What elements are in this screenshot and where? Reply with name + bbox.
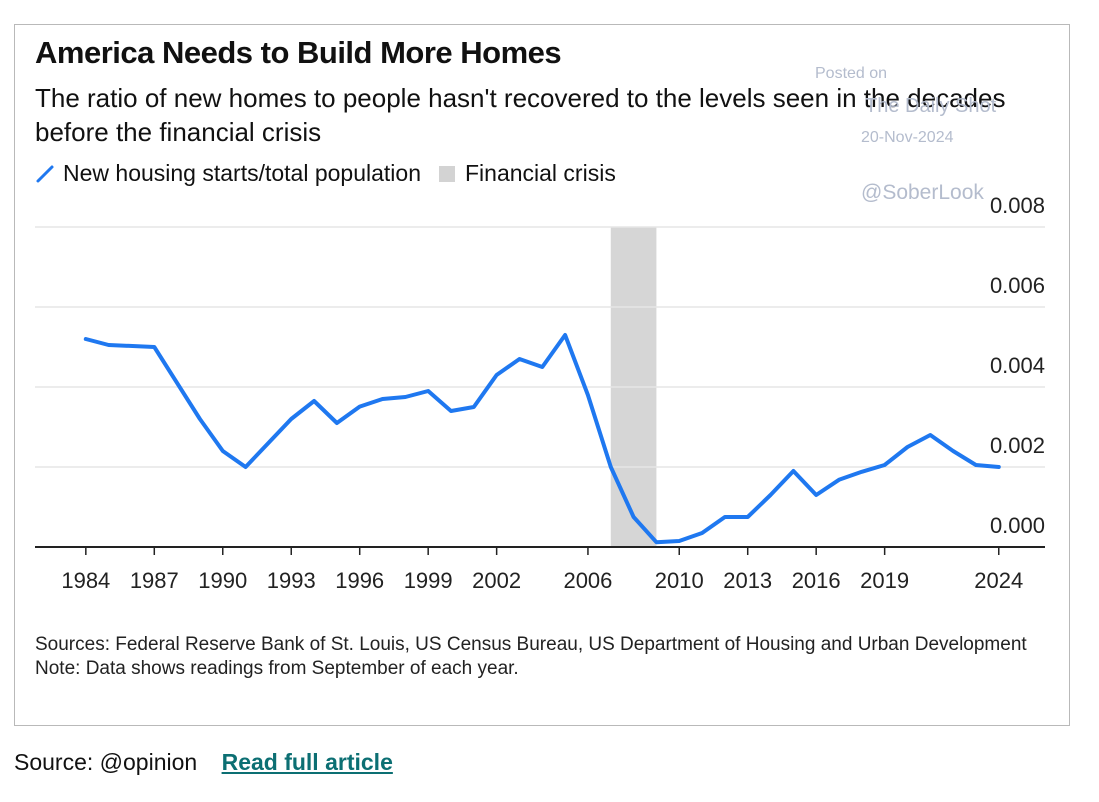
x-tick-label: 1999 xyxy=(404,568,453,593)
series-point xyxy=(791,469,795,473)
x-tick-label: 1984 xyxy=(61,568,110,593)
series-point xyxy=(723,515,727,519)
x-tick-label: 1996 xyxy=(335,568,384,593)
x-tick-label: 2010 xyxy=(655,568,704,593)
series-point xyxy=(289,417,293,421)
x-tick-label: 2016 xyxy=(792,568,841,593)
y-tick-label: 0.002 xyxy=(990,433,1045,458)
series-point xyxy=(449,409,453,413)
series-point xyxy=(517,357,521,361)
line-chart: 0.008 0.006 0.004 0.002 0.000 1984 1987 1990 199… xyxy=(35,193,1045,593)
legend-shade-icon xyxy=(439,165,455,182)
series-point xyxy=(951,449,955,453)
series-point xyxy=(381,397,385,401)
legend-item-crisis: Financial crisis xyxy=(439,160,616,187)
x-tick-label: 1993 xyxy=(267,568,316,593)
x-tick-label: 2024 xyxy=(974,568,1023,593)
series-point xyxy=(997,465,1001,469)
series-point xyxy=(883,463,887,467)
chart-sources: Sources: Federal Reserve Bank of St. Lou… xyxy=(35,633,1055,681)
series-point xyxy=(495,373,499,377)
legend-item-series: New housing starts/total population xyxy=(35,160,421,187)
series-point xyxy=(403,395,407,399)
y-tick-label: 0.006 xyxy=(990,273,1045,298)
series-point xyxy=(107,343,111,347)
y-tick-label: 0.008 xyxy=(990,193,1045,218)
legend-shade-label: Financial crisis xyxy=(465,160,616,186)
series-point xyxy=(221,449,225,453)
chart-card: America Needs to Build More Homes The ra… xyxy=(14,24,1070,726)
chart-subtitle: The ratio of new homes to people hasn't … xyxy=(35,83,1006,147)
series-point xyxy=(586,393,590,397)
x-tick-label: 2002 xyxy=(472,568,521,593)
read-full-article-link[interactable]: Read full article xyxy=(221,749,393,775)
series-point xyxy=(654,540,658,544)
series-point xyxy=(769,493,773,497)
legend-line-icon xyxy=(36,165,54,182)
series-point xyxy=(974,463,978,467)
footer-source: Source: @opinion xyxy=(14,749,198,775)
series-point xyxy=(905,445,909,449)
x-tick-label: 1987 xyxy=(130,568,179,593)
series-point xyxy=(198,417,202,421)
series-point xyxy=(860,470,864,474)
series-point xyxy=(540,365,544,369)
series-point xyxy=(152,345,156,349)
y-tick-label: 0.004 xyxy=(990,353,1045,378)
chart-title: America Needs to Build More Homes xyxy=(35,35,562,70)
x-tick-label: 1990 xyxy=(198,568,247,593)
series-point xyxy=(244,465,248,469)
series-point xyxy=(426,389,430,393)
watermark-site: The Daily Shot xyxy=(865,95,997,117)
x-tick-label: 2013 xyxy=(723,568,772,593)
series-point xyxy=(814,493,818,497)
series-point xyxy=(335,421,339,425)
x-tick-label: 2006 xyxy=(563,568,612,593)
x-tick-label: 2019 xyxy=(860,568,909,593)
watermark-posted: Posted on xyxy=(815,65,888,82)
watermark-date: 20-Nov-2024 xyxy=(861,129,954,146)
y-tick-label: 0.000 xyxy=(990,513,1045,538)
series-point xyxy=(746,515,750,519)
watermark-handle: @SoberLook xyxy=(861,181,984,204)
series-point xyxy=(677,539,681,543)
series-point xyxy=(266,441,270,445)
sources-line: Sources: Federal Reserve Bank of St. Lou… xyxy=(35,634,1027,655)
page-footer: Source: @opinion Read full article xyxy=(14,749,393,776)
series-point xyxy=(837,478,841,482)
series-point xyxy=(84,337,88,341)
series-point xyxy=(563,333,567,337)
series-point xyxy=(928,433,932,437)
series-point xyxy=(312,399,316,403)
series-point xyxy=(632,515,636,519)
series-point xyxy=(609,465,613,469)
series-point xyxy=(472,405,476,409)
series-point xyxy=(358,405,362,409)
series-point xyxy=(700,531,704,535)
note-line: Note: Data shows readings from September… xyxy=(35,658,519,679)
chart-legend: New housing starts/total population Fina… xyxy=(35,160,634,187)
legend-series-label: New housing starts/total population xyxy=(63,160,421,186)
